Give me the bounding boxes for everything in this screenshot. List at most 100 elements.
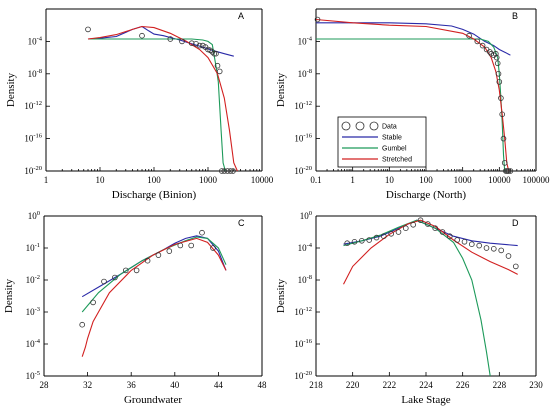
x-tick-label: 100000	[523, 175, 550, 185]
y-tick-label: 10-1	[26, 242, 40, 253]
legend-marker-data	[369, 121, 379, 131]
series-line-gumbel	[343, 219, 491, 377]
data-point	[439, 229, 446, 235]
data-point	[188, 242, 195, 249]
data-point	[496, 79, 503, 85]
data-point	[166, 248, 173, 254]
plot-area	[81, 235, 227, 357]
data-point	[461, 239, 468, 245]
panel-letter: C	[238, 218, 245, 228]
data-point	[101, 278, 107, 285]
y-tick-label: 10-20	[294, 370, 312, 381]
x-tick-label: 44	[214, 380, 224, 390]
data-point	[224, 168, 231, 174]
y-tick-label: 10-16	[294, 133, 312, 144]
x-tick-label: 1000	[454, 175, 473, 185]
data-point	[479, 42, 486, 49]
y-axis-title: Density	[5, 72, 17, 107]
data-point	[483, 245, 490, 251]
legend-marker-data	[355, 121, 365, 131]
x-tick-label: 228	[493, 380, 507, 390]
series-line-stable	[316, 22, 511, 56]
x-tick-label: 100	[419, 175, 433, 185]
y-tick-label: 10-4	[298, 35, 313, 46]
data-point	[85, 26, 91, 33]
data-point	[188, 40, 195, 46]
panel-letter: D	[512, 218, 519, 228]
x-tick-label: 224	[419, 380, 433, 390]
legend-marker-data	[341, 121, 351, 131]
x-tick-label: 32	[83, 380, 92, 390]
series-line-gumbel	[81, 236, 227, 313]
legend: Data Stable Gumbel Stretched	[337, 116, 427, 168]
plot-area	[87, 25, 238, 172]
data-point	[196, 42, 203, 49]
y-axis-title: Density	[275, 72, 287, 107]
x-tick-label: 230	[529, 380, 543, 390]
series-line-stretched	[87, 25, 238, 172]
x-tick-label: 10	[385, 175, 395, 185]
data-point	[505, 168, 512, 174]
data-point	[410, 222, 417, 228]
x-tick-label: 10000	[251, 175, 274, 185]
series-line-gumbel	[88, 38, 226, 172]
data-point	[499, 111, 506, 118]
data-point	[144, 257, 151, 264]
data-point	[230, 168, 236, 174]
data-point	[402, 225, 409, 232]
data-point	[351, 239, 358, 245]
data-point	[388, 231, 395, 237]
data-point	[216, 68, 223, 75]
y-tick-label: 10-4	[26, 338, 41, 349]
y-tick-label: 100	[28, 210, 40, 221]
data-point	[200, 42, 206, 49]
data-point	[79, 321, 85, 328]
x-tick-label: 226	[456, 380, 470, 390]
data-point	[344, 240, 351, 247]
data-point	[492, 50, 499, 57]
data-point	[446, 233, 453, 240]
legend-label: Stretched	[382, 157, 412, 164]
x-tick-label: 1	[350, 175, 355, 185]
y-tick-label: 10-12	[294, 306, 312, 317]
data-point	[211, 50, 218, 57]
y-tick-label: 10-12	[294, 100, 312, 111]
data-point	[227, 168, 234, 174]
y-tick-label: 100	[300, 210, 312, 221]
y-tick-label: 10-8	[28, 68, 42, 79]
data-point	[490, 246, 497, 252]
data-point	[454, 237, 461, 243]
data-point	[505, 253, 512, 259]
x-tick-label: 36	[127, 380, 137, 390]
x-tick-label: 1000	[199, 175, 218, 185]
panel-b: 0.1 1 10 100 1000 10000 100000 10-20 10-16 10-12 1…	[275, 8, 550, 201]
data-point	[498, 95, 504, 101]
data-point	[507, 168, 514, 174]
series-line-stretched	[81, 237, 227, 357]
panel-letter: A	[238, 11, 244, 21]
data-point	[199, 229, 205, 236]
legend-label: Gumbel	[382, 146, 407, 153]
y-tick-label: 10-20	[294, 165, 312, 176]
legend-label: Stable	[382, 135, 402, 142]
data-point	[358, 238, 365, 244]
series-line-gumbel	[316, 38, 506, 172]
data-point	[155, 252, 162, 258]
panel-a: 1 10 100 1000 10000 10-20 10-16 10-12 10-8 10-4 Di…	[5, 8, 274, 201]
data-point	[221, 168, 228, 174]
data-point	[417, 217, 424, 224]
data-point	[214, 62, 221, 69]
data-point	[432, 225, 439, 232]
data-point	[213, 50, 219, 57]
data-point	[112, 274, 118, 281]
panel-letter: B	[512, 11, 518, 21]
x-tick-label: 218	[309, 380, 323, 390]
data-point	[476, 242, 483, 249]
panel-c: 28 32 36 40 44 48 10-5 10-4 10-3 10-2 10-1 100 Groun…	[3, 210, 267, 406]
y-tick-label: 10-4	[298, 242, 313, 253]
x-tick-label: 48	[258, 380, 268, 390]
x-tick-label: 10000	[488, 175, 511, 185]
series-line-stretched	[343, 219, 518, 285]
data-point	[498, 247, 505, 254]
y-tick-label: 10-8	[298, 274, 312, 285]
